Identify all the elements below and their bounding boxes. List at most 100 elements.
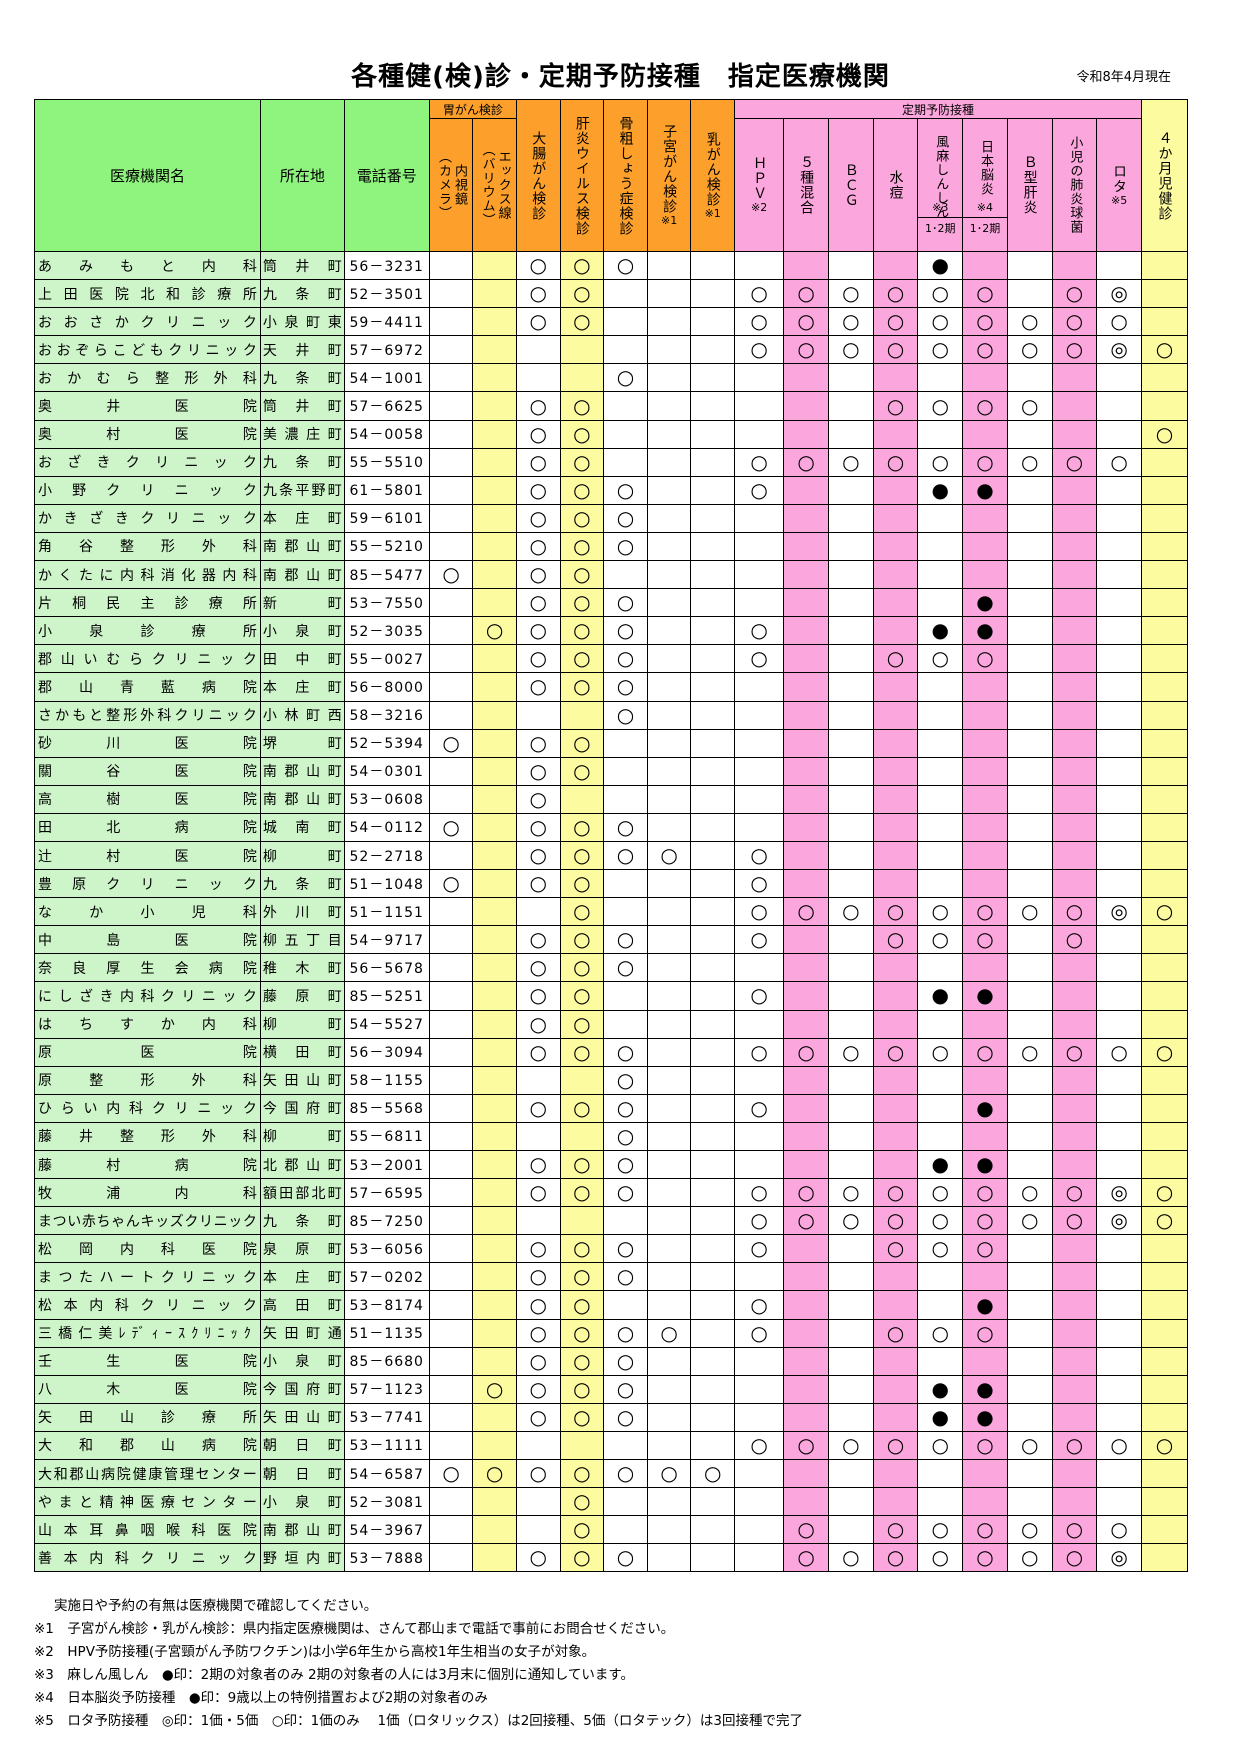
circle-mark: ○ [976,1545,994,1570]
filled-circle-mark: ● [976,618,994,643]
cell-rota [1096,616,1143,646]
cell-je: ○ [962,1206,1008,1236]
facility-phone: 54－3967 [343,1515,430,1545]
cell-breast [690,391,736,421]
cell-uterine [646,447,692,477]
cell-pneumo: ○ [1051,335,1098,365]
cell-varicella [872,700,919,730]
facility-phone: 53－6056 [343,1234,430,1264]
cell-bone [603,1009,648,1039]
cell-five [783,1290,829,1320]
cell-bcg: ○ [827,335,874,365]
circle-mark: ○ [573,1011,591,1036]
cell-pneumo [1051,1402,1098,1432]
cell-breast [690,812,736,842]
cell-bone: ○ [603,1262,648,1292]
cell-checkup: ○ [1141,419,1188,449]
cell-bcg [827,644,874,674]
facility-name: 壬生医院 [34,1346,261,1376]
cell-bone: ○ [603,616,648,646]
cell-uterine [646,1037,692,1067]
cell-uterine [646,1374,692,1404]
cell-bone [603,391,648,421]
circle-mark: ○ [1155,1432,1174,1457]
cell-hpv [734,1149,785,1180]
cell-five: ○ [783,1206,829,1236]
cell-rota [1096,1374,1143,1404]
cell-hepb [1006,560,1053,590]
cell-checkup [1141,644,1188,674]
circle-mark: ○ [616,1039,635,1064]
circle-mark: ○ [1065,309,1084,334]
cell-checkup [1141,1318,1188,1348]
cell-hep: ○ [559,1374,605,1404]
cell-hpv [734,1459,785,1489]
circle-mark: ○ [573,758,591,783]
circle-mark: ○ [976,1180,994,1205]
cell-breast [690,1374,736,1404]
circle-mark: ○ [886,1039,905,1064]
circle-mark: ○ [1065,281,1084,306]
cell-uterine [646,475,692,505]
circle-mark: ○ [842,1180,860,1205]
circle-mark: ○ [797,449,815,474]
cell-checkup [1141,953,1188,983]
circle-mark: ○ [750,618,768,643]
facility-name: おざきクリニック [34,447,261,477]
circle-mark: ○ [573,1180,591,1205]
header-varicella: 水痘 [872,118,919,252]
cell-pneumo [1051,840,1098,871]
cell-pneumo [1051,756,1098,786]
cell-checkup [1141,756,1188,786]
cell-checkup [1141,475,1188,505]
cell-endo [428,1037,474,1067]
facility-address: 小泉町東 [259,307,345,337]
cell-hepb [1006,1121,1053,1152]
circle-mark: ○ [1110,1039,1128,1064]
cell-hepb [1006,1459,1053,1489]
cell-mr [917,784,964,814]
cell-hpv [734,419,785,449]
cell-checkup [1141,1262,1188,1292]
cell-uterine [646,1234,692,1264]
circle-mark: ○ [976,449,994,474]
cell-rota: ○ [1096,307,1143,337]
facility-name: 關谷医院 [34,756,261,786]
cell-hpv [734,756,785,786]
cell-colon: ○ [515,531,561,562]
cell-checkup [1141,700,1188,730]
cell-varicella: ○ [872,391,919,421]
cell-xray [472,1318,517,1348]
cell-xray [472,869,517,899]
cell-endo [428,1234,474,1264]
cell-varicella [872,1459,919,1489]
circle-mark: ○ [529,421,547,446]
cell-bcg: ○ [827,1543,874,1573]
circle-mark: ○ [931,1208,949,1233]
table-row: かきざきクリニック 本庄町 59－6101 ○ ○ ○ [34,503,1188,533]
cell-five [783,925,829,955]
cell-je: ○ [962,1234,1008,1264]
footnote: ※3 麻しん風しん ●印：2期の対象者のみ 2期の対象者の人には3月末に個別に通… [34,1667,634,1683]
cell-hpv: ○ [734,1206,785,1236]
cell-endo [428,1121,474,1152]
circle-mark: ○ [442,871,460,896]
cell-hepb: ○ [1006,1037,1053,1067]
cell-bone [603,1515,648,1545]
cell-endo [428,1374,474,1404]
cell-bcg [827,1374,874,1404]
cell-bcg [827,1459,874,1489]
cell-bcg [827,531,874,562]
cell-xray [472,700,517,730]
cell-hpv [734,588,785,618]
cell-mr: ○ [917,925,964,955]
cell-bone: ○ [603,475,648,505]
circle-mark: ○ [573,1545,591,1570]
cell-hep: ○ [559,953,605,983]
cell-five [783,1149,829,1180]
cell-mr: ○ [917,1543,964,1573]
cell-bone: ○ [603,531,648,562]
circle-mark: ○ [931,449,949,474]
cell-pneumo: ○ [1051,1178,1098,1208]
cell-xray [472,897,517,927]
